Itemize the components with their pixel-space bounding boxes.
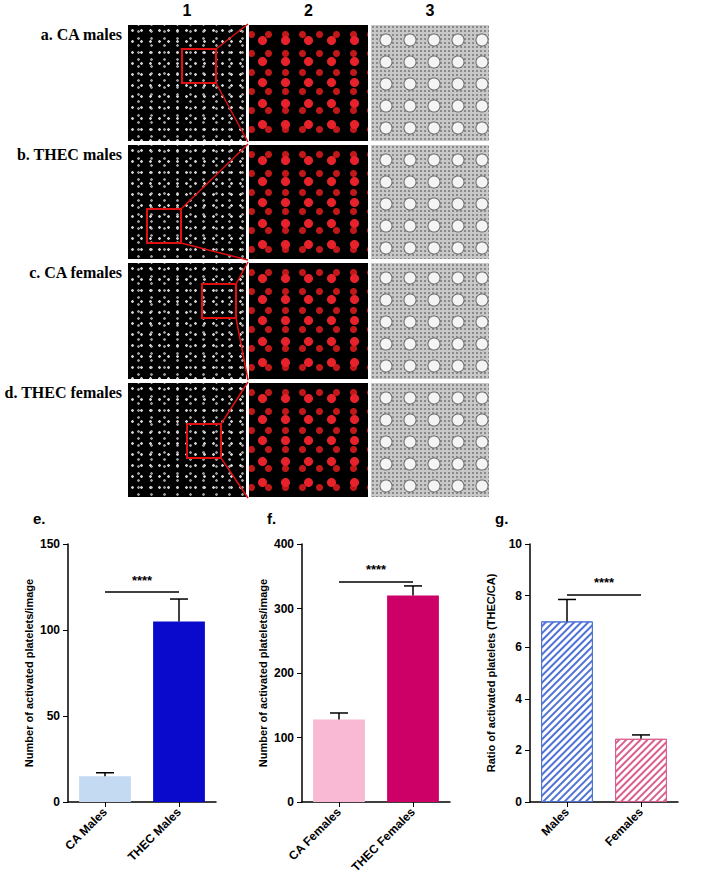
html-text:b. THEC males: b. THEC males	[16, 146, 122, 163]
svg-text:****: ****	[132, 573, 153, 588]
html-text:d. THEC females: d. THEC females	[4, 384, 122, 401]
svg-text:4: 4	[515, 692, 522, 706]
svg-text:****: ****	[366, 562, 387, 577]
html-text:3: 3	[425, 2, 435, 19]
svg-text:6: 6	[515, 640, 522, 654]
html-text:c. CA females: c. CA females	[29, 264, 122, 281]
svg-text:e.: e.	[33, 510, 46, 527]
svg-text:2: 2	[515, 743, 522, 757]
svg-text:200: 200	[274, 666, 294, 680]
svg-text:100: 100	[274, 731, 294, 745]
svg-text:THEC Males: THEC Males	[125, 805, 184, 864]
svg-text:100: 100	[40, 623, 60, 637]
svg-text:0: 0	[515, 795, 522, 809]
html-text:2: 2	[304, 2, 313, 19]
svg-text:Ratio of activated platelets (: Ratio of activated platelets (THEC/CA)	[485, 573, 497, 772]
svg-text:150: 150	[40, 537, 60, 551]
svg-text:g.: g.	[495, 510, 508, 527]
svg-text:400: 400	[274, 537, 294, 551]
svg-text:Females: Females	[602, 805, 646, 849]
svg-text:CA Males: CA Males	[62, 805, 110, 853]
svg-text:8: 8	[515, 589, 522, 603]
svg-text:300: 300	[274, 602, 294, 616]
svg-text:f.: f.	[267, 510, 276, 527]
html-text:1: 1	[182, 2, 192, 19]
svg-text:CA Females: CA Females	[286, 805, 344, 863]
svg-text:10: 10	[509, 537, 523, 551]
svg-text:0: 0	[287, 795, 294, 809]
svg-text:Males: Males	[538, 805, 572, 839]
svg-text:Number of activated platelets/: Number of activated platelets/image	[23, 579, 35, 767]
svg-text:0: 0	[53, 795, 60, 809]
svg-text:Number of activated platelets/: Number of activated platelets/image	[257, 579, 269, 767]
svg-text:50: 50	[47, 709, 61, 723]
svg-text:THEC Females: THEC Females	[349, 805, 418, 874]
html-text:a. CA males: a. CA males	[40, 26, 122, 43]
svg-text:****: ****	[594, 575, 615, 590]
